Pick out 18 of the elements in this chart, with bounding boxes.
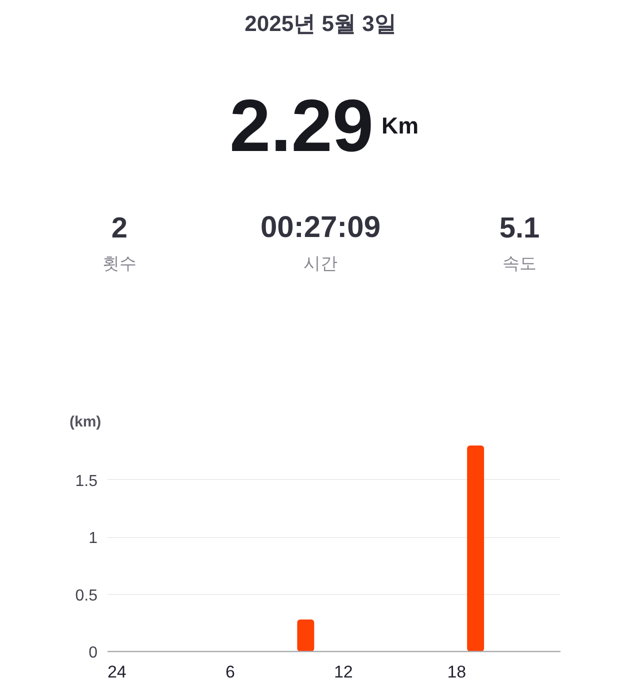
x-tick-label: 12 bbox=[334, 662, 353, 682]
text: 횟수 bbox=[102, 254, 136, 273]
text: 5.1 bbox=[499, 212, 540, 244]
y-tick-label: 1 bbox=[88, 530, 98, 548]
y-axis-title: (km) bbox=[70, 414, 102, 430]
text: Km bbox=[382, 112, 419, 138]
y-tick-label: 0 bbox=[88, 644, 98, 662]
text: 속도 bbox=[502, 254, 536, 273]
text: 시간 bbox=[304, 254, 338, 273]
chart-title: 2025년 5월 3일 bbox=[244, 11, 396, 36]
text: 00:27:09 bbox=[260, 211, 381, 244]
x-tick-label: 6 bbox=[225, 662, 235, 682]
y-tick-label: 0.5 bbox=[75, 587, 98, 604]
text: 2.29 bbox=[229, 84, 374, 167]
text: 2 bbox=[111, 212, 128, 244]
y-tick-label: 1.5 bbox=[75, 472, 98, 490]
x-tick-label: 18 bbox=[447, 662, 466, 682]
x-tick-label: 24 bbox=[107, 662, 126, 682]
